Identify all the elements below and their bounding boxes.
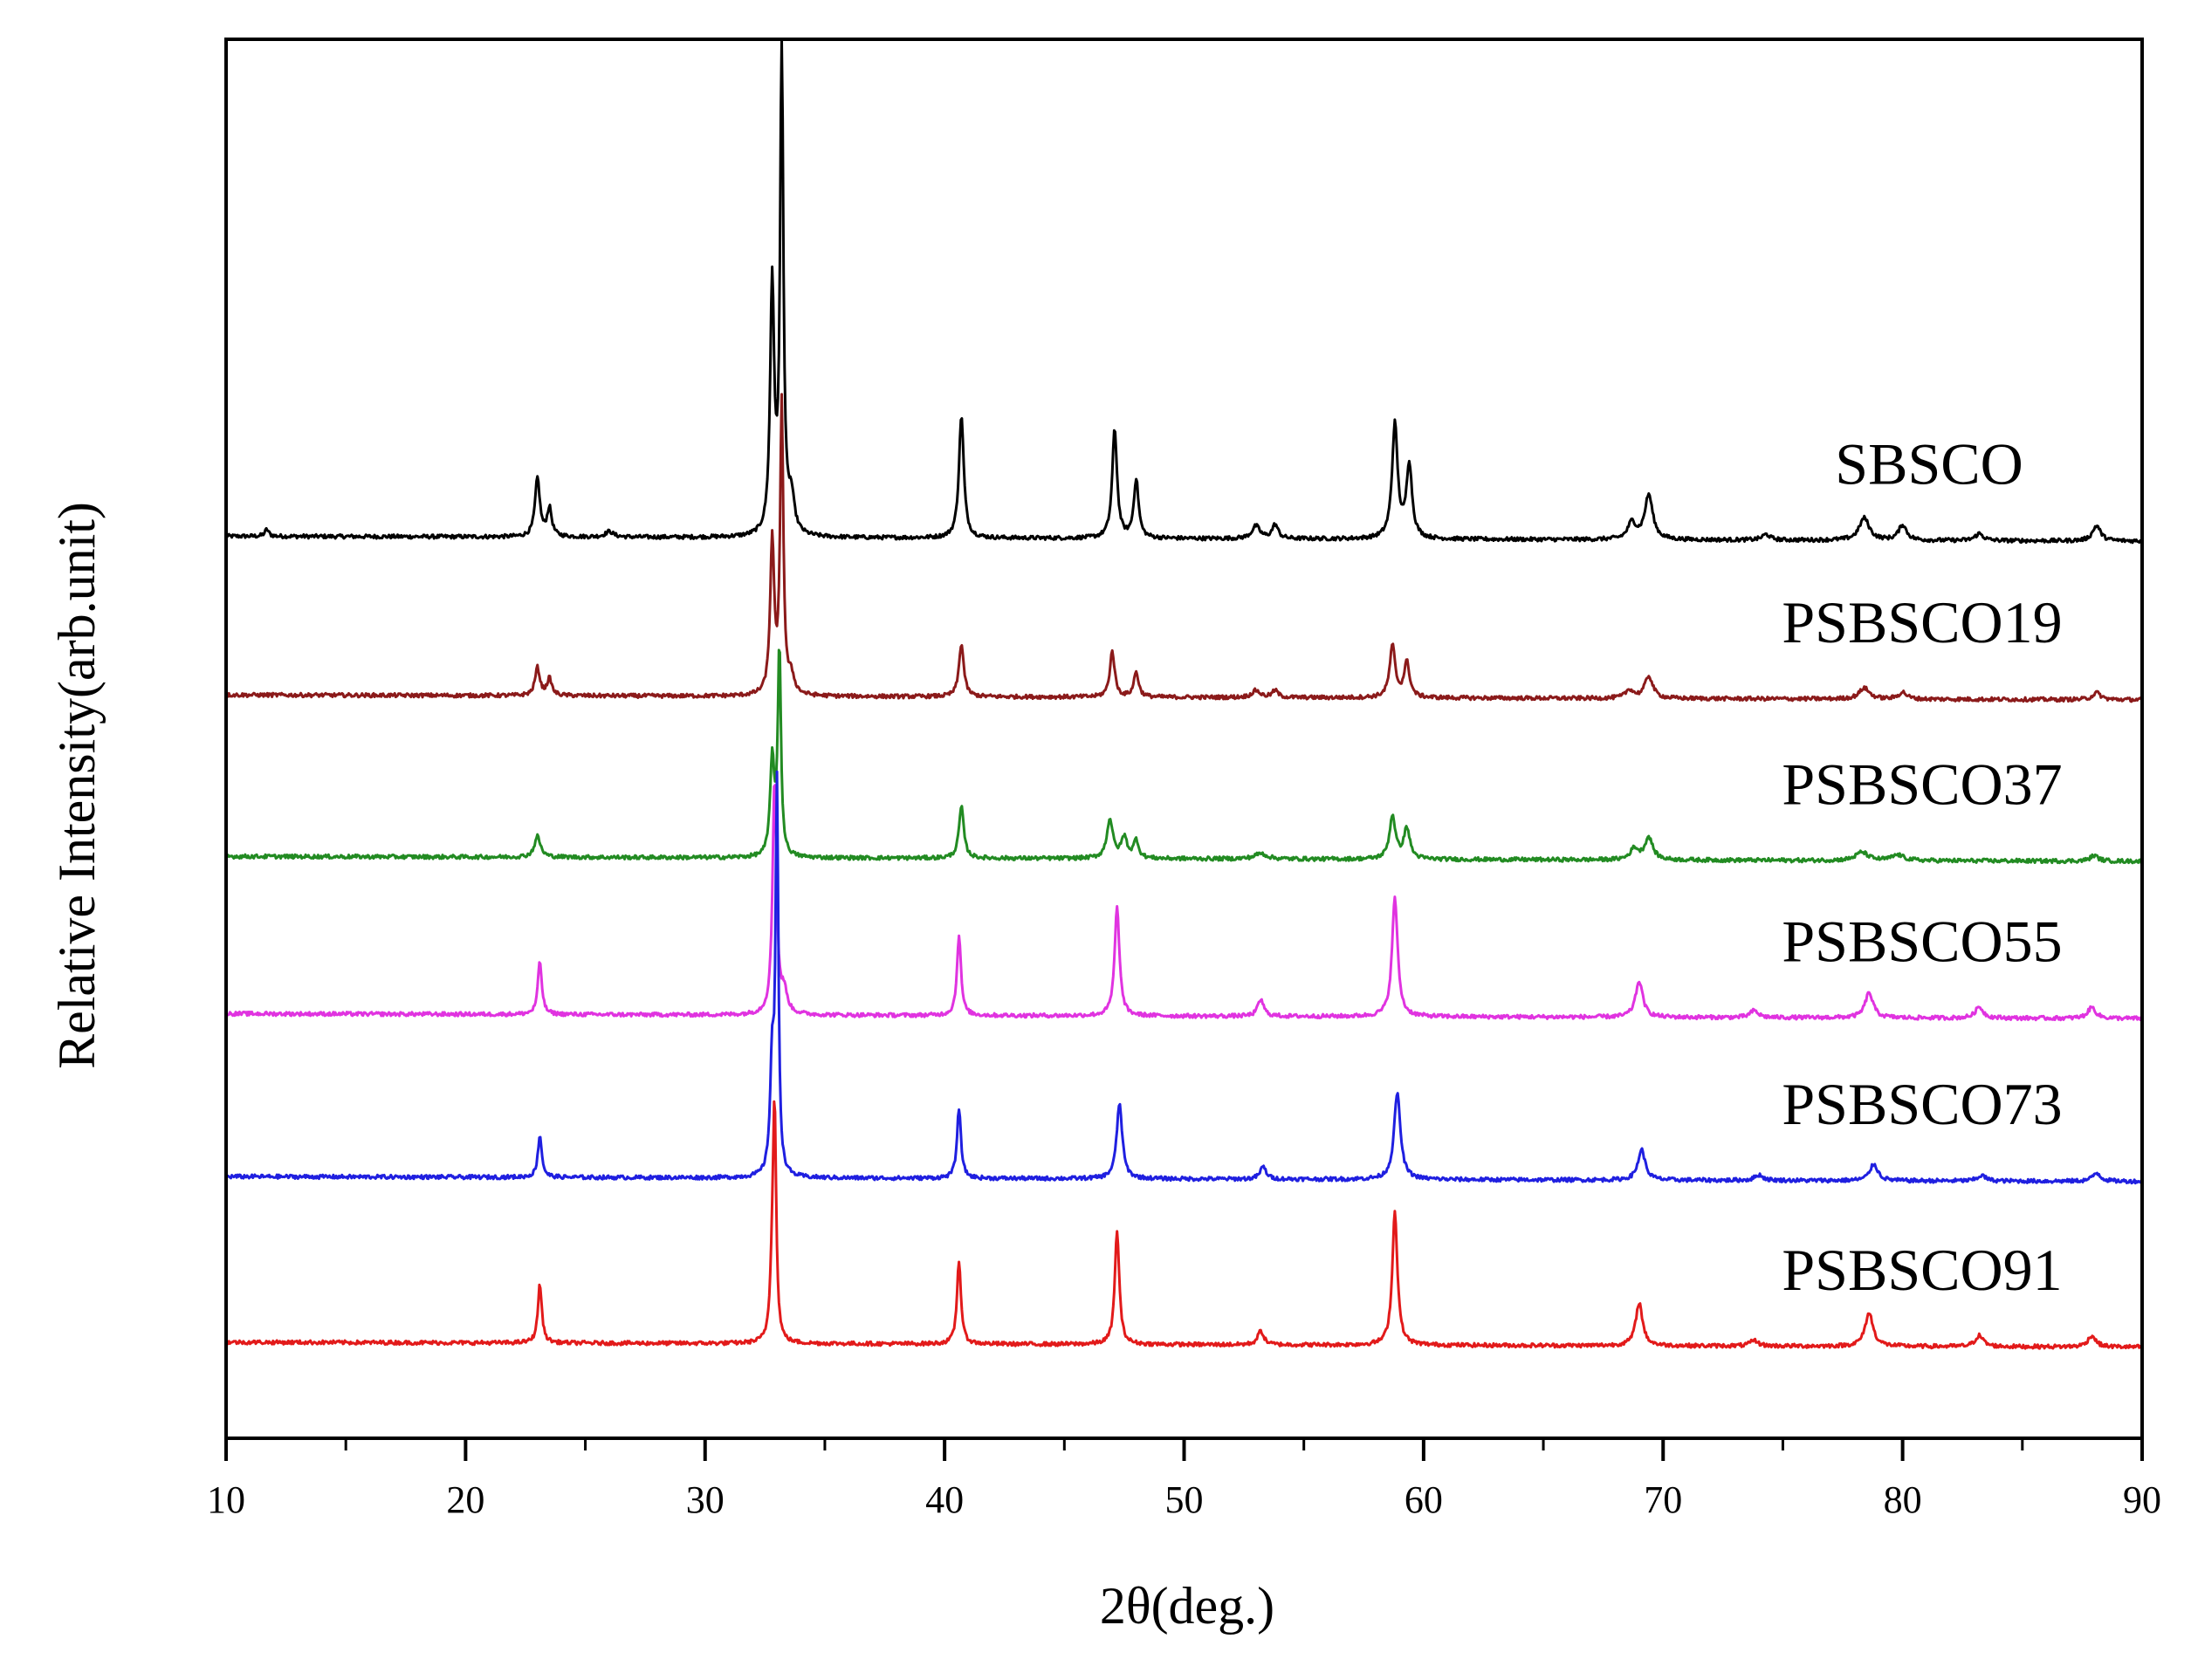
y-axis-title: Relative Intensity(arb.unit): [48, 502, 106, 1069]
x-tick-label: 10: [207, 1478, 245, 1521]
series-label-psbsco55: PSBSCO55: [1782, 909, 2062, 975]
series-curves: [224, 38, 2144, 1350]
series-line-psbsco19: [225, 393, 2144, 703]
series-labels: SBSCO PSBSCO19 PSBSCO37 PSBSCO55 PSBSCO73 PSB…: [1782, 430, 2062, 1303]
series-label-psbsco91: PSBSCO91: [1782, 1237, 2062, 1303]
x-tick-label: 50: [1165, 1478, 1204, 1521]
x-tick-label: 40: [925, 1478, 964, 1521]
series-line-psbsco55: [224, 784, 2143, 1022]
series-line-sbsco: [224, 38, 2144, 545]
series-line-psbsco73: [225, 770, 2143, 1185]
series-line-psbsco91: [225, 1100, 2143, 1350]
x-tick-label: 60: [1405, 1478, 1443, 1521]
x-tick-label: 90: [2123, 1478, 2161, 1521]
x-tick-label: 70: [1644, 1478, 1682, 1521]
x-tick-label: 30: [686, 1478, 725, 1521]
x-tick-label: 80: [1884, 1478, 1922, 1521]
plot-frame: [224, 38, 2144, 1440]
x-axis-title: 2θ(deg.): [1100, 1577, 1274, 1635]
x-axis-ticks: 10 20 30 40 50 60 70 80 90: [207, 1438, 2161, 1521]
series-label-psbsco19: PSBSCO19: [1782, 589, 2062, 655]
x-tick-label: 20: [446, 1478, 484, 1521]
series-line-psbsco37: [224, 648, 2144, 865]
series-label-psbsco73: PSBSCO73: [1782, 1071, 2062, 1137]
series-label-psbsco37: PSBSCO37: [1782, 751, 2062, 817]
series-label-sbsco: SBSCO: [1835, 430, 2023, 497]
